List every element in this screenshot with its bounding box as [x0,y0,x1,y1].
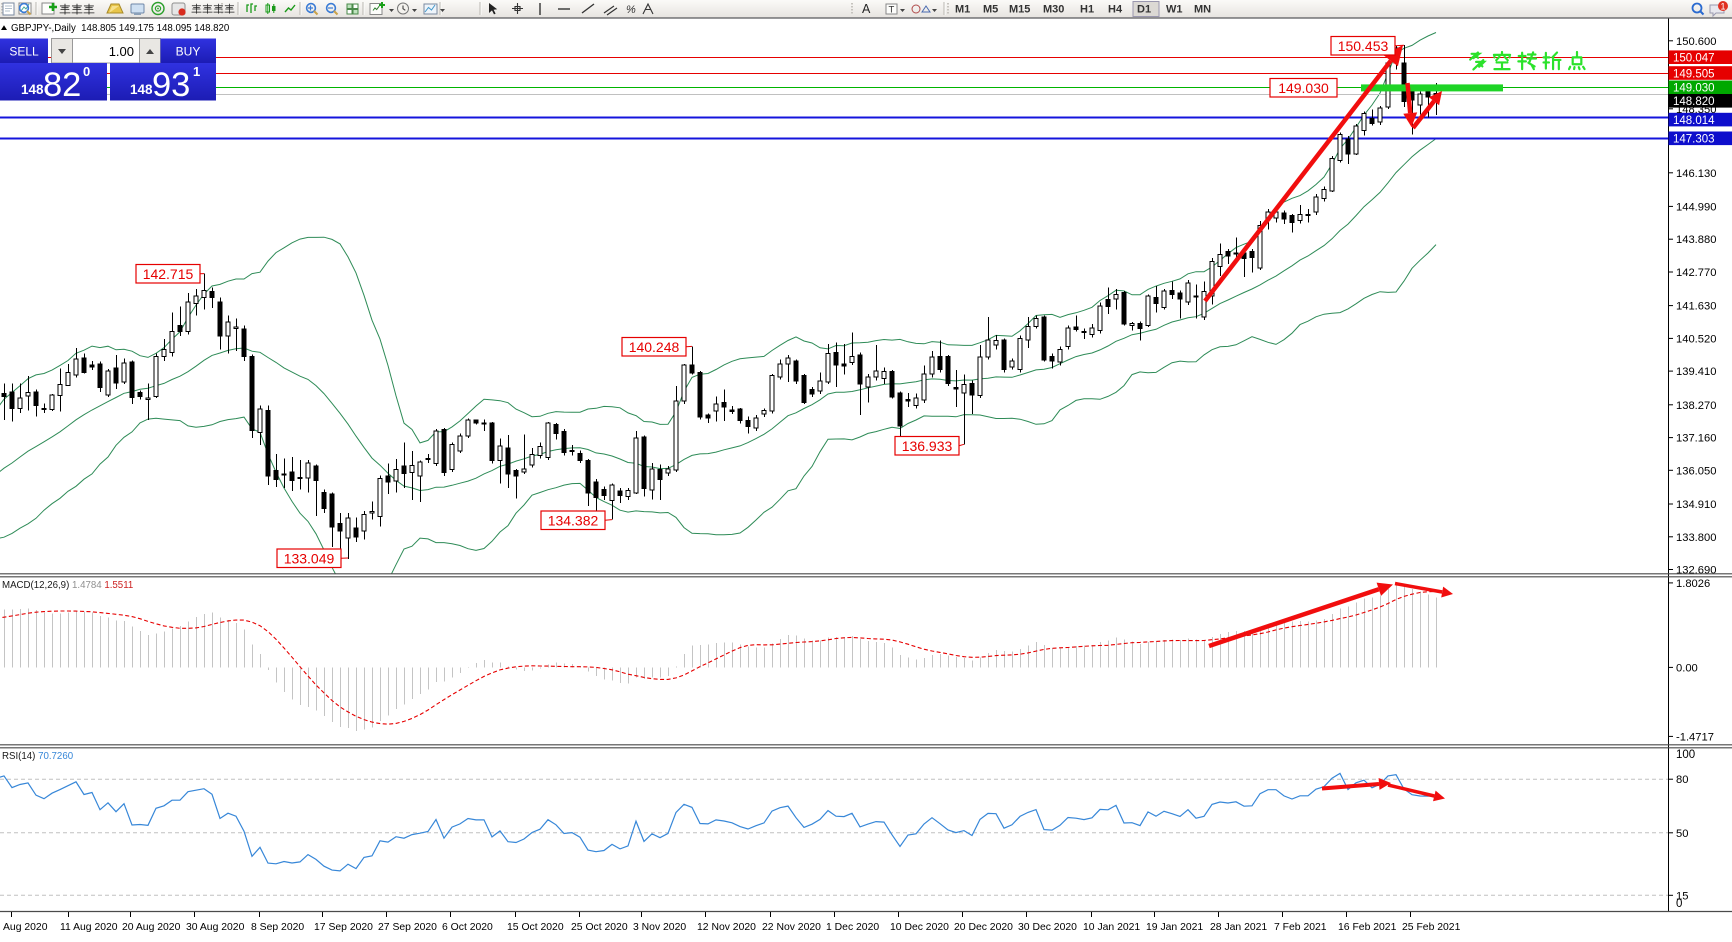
svg-text:100: 100 [1676,749,1695,761]
svg-text:3 Nov 2020: 3 Nov 2020 [633,922,686,933]
svg-text:27 Sep 2020: 27 Sep 2020 [378,922,437,933]
svg-text:134.910: 134.910 [1676,499,1716,511]
svg-text:30 Dec 2020: 30 Dec 2020 [1018,922,1077,933]
svg-text:1 Dec 2020: 1 Dec 2020 [826,922,879,933]
svg-text:148.350: 148.350 [1676,104,1716,116]
svg-text:146.130: 146.130 [1676,168,1716,180]
svg-text:17 Sep 2020: 17 Sep 2020 [314,922,373,933]
svg-text:6 Oct 2020: 6 Oct 2020 [442,922,493,933]
svg-text:1.00: 1.00 [109,44,134,59]
svg-text:93: 93 [152,66,190,104]
svg-text:25 Oct 2020: 25 Oct 2020 [571,922,628,933]
svg-text:1.8026: 1.8026 [1676,578,1710,590]
svg-text:148: 148 [130,82,153,97]
svg-text:Aug 2020: Aug 2020 [3,922,48,933]
svg-text:D1: D1 [1137,4,1151,16]
svg-text:8 Sep 2020: 8 Sep 2020 [251,922,304,933]
svg-text:28 Jan 2021: 28 Jan 2021 [1210,922,1267,933]
svg-text:0.00: 0.00 [1676,662,1698,674]
svg-text:16 Feb 2021: 16 Feb 2021 [1338,922,1397,933]
svg-text:134.382: 134.382 [548,513,599,529]
svg-text:19 Jan 2021: 19 Jan 2021 [1146,922,1203,933]
svg-text:M1: M1 [955,4,970,16]
svg-text:W1: W1 [1166,4,1183,16]
svg-text:139.410: 139.410 [1676,366,1716,378]
svg-text:10 Jan 2021: 10 Jan 2021 [1083,922,1140,933]
svg-text:140.520: 140.520 [1676,333,1716,345]
svg-text:12 Nov 2020: 12 Nov 2020 [697,922,756,933]
svg-text:M15: M15 [1009,4,1030,16]
svg-text:-1.4717: -1.4717 [1676,731,1714,743]
svg-text:142.770: 142.770 [1676,267,1716,279]
svg-text:143.880: 143.880 [1676,234,1716,246]
svg-text:82: 82 [43,66,81,104]
svg-text:MACD(12,26,9) 1.4784 1.5511: MACD(12,26,9) 1.4784 1.5511 [2,580,133,591]
svg-text:50: 50 [1676,828,1688,840]
svg-text:1: 1 [193,64,200,79]
svg-text:20 Aug 2020: 20 Aug 2020 [122,922,181,933]
svg-text:25 Feb 2021: 25 Feb 2021 [1402,922,1461,933]
svg-text:149.505: 149.505 [1673,68,1715,80]
svg-text:RSI(14) 70.7260: RSI(14) 70.7260 [2,751,74,762]
svg-text:1: 1 [1720,2,1725,12]
svg-text:7 Feb 2021: 7 Feb 2021 [1274,922,1327,933]
svg-text:137.160: 137.160 [1676,433,1716,445]
svg-text:M5: M5 [983,4,998,16]
svg-text:M30: M30 [1043,4,1064,16]
svg-text:22 Nov 2020: 22 Nov 2020 [762,922,821,933]
svg-text:MN: MN [1194,4,1211,16]
svg-text:140.248: 140.248 [629,339,680,355]
svg-text:150.600: 150.600 [1676,36,1716,48]
svg-text:A: A [862,2,871,16]
svg-text:SELL: SELL [9,45,39,59]
svg-text:0: 0 [83,64,90,79]
svg-text:15 Oct 2020: 15 Oct 2020 [507,922,564,933]
svg-text:136.050: 136.050 [1676,465,1716,477]
svg-text:150.453: 150.453 [1338,38,1389,54]
svg-text:T: T [889,5,895,16]
svg-text:141.630: 141.630 [1676,301,1716,313]
svg-text:150.047: 150.047 [1673,53,1715,65]
svg-text:149.030: 149.030 [1673,83,1715,95]
svg-text:144.990: 144.990 [1676,201,1716,213]
svg-text:0: 0 [1676,898,1682,910]
svg-text:132.690: 132.690 [1676,565,1716,577]
svg-text:20 Dec 2020: 20 Dec 2020 [954,922,1013,933]
svg-text:136.933: 136.933 [902,438,953,454]
svg-text:142.715: 142.715 [143,266,194,282]
svg-text:148.014: 148.014 [1673,115,1715,127]
svg-text:138.270: 138.270 [1676,400,1716,412]
svg-text:149.030: 149.030 [1278,80,1329,96]
svg-text:147.303: 147.303 [1673,134,1715,146]
svg-text:H4: H4 [1108,4,1123,16]
svg-text:148: 148 [21,82,44,97]
svg-text:H1: H1 [1080,4,1094,16]
svg-text:11 Aug 2020: 11 Aug 2020 [60,922,118,933]
svg-text:10 Dec 2020: 10 Dec 2020 [890,922,949,933]
svg-text:30 Aug 2020: 30 Aug 2020 [186,922,245,933]
svg-text:133.800: 133.800 [1676,532,1716,544]
svg-text:GBPJPY-,Daily 148.805 149.175: GBPJPY-,Daily 148.805 149.175 148.095 14… [11,23,230,34]
svg-text:80: 80 [1676,774,1688,786]
svg-text:133.049: 133.049 [284,551,335,567]
svg-text:%: % [626,4,636,16]
svg-text:BUY: BUY [176,45,201,59]
